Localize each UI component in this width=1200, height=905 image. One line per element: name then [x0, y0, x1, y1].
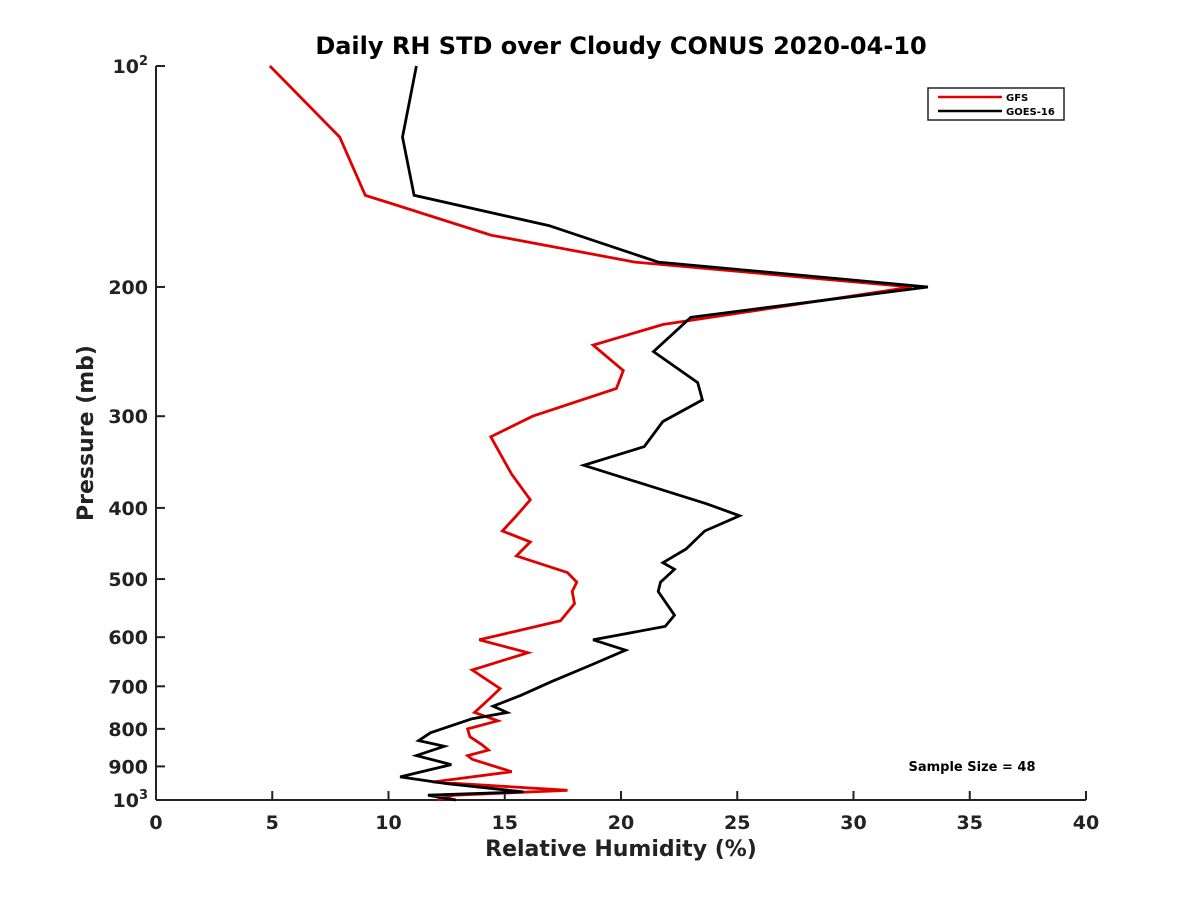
x-tick-label: 20 — [608, 812, 634, 834]
y-tick-label-base: 10 — [113, 790, 139, 812]
x-tick-label: 5 — [266, 812, 279, 834]
sample-size-annotation: Sample Size = 48 — [908, 760, 1035, 775]
y-tick-label: 900 — [108, 756, 148, 778]
y-tick-label: 700 — [108, 676, 148, 698]
y-tick-label-exponent: 2 — [139, 54, 148, 69]
legend-label-goes16: GOES-16 — [1006, 107, 1055, 118]
legend-label-gfs: GFS — [1006, 93, 1028, 104]
y-tick-label: 200 — [108, 277, 148, 299]
x-axis-label: Relative Humidity (%) — [485, 837, 757, 862]
x-tick-label: 10 — [375, 812, 401, 834]
x-tick-label: 15 — [492, 812, 518, 834]
x-ticks: 0 5 10 15 20 25 30 35 40 — [149, 791, 1099, 834]
y-axis-label: Pressure (mb) — [74, 345, 99, 521]
x-tick-label: 0 — [149, 812, 162, 834]
series-line-goes16 — [399, 65, 929, 802]
x-tick-label: 25 — [724, 812, 750, 834]
y-tick-label-base: 10 — [113, 56, 139, 78]
chart-title: Daily RH STD over Cloudy CONUS 2020-04-1… — [315, 32, 926, 60]
y-tick-label: 500 — [108, 569, 148, 591]
y-tick-label: 103 — [113, 788, 149, 812]
y-tick-label: 300 — [108, 406, 148, 428]
y-tick-label: 102 — [113, 54, 149, 78]
series-line-gfs — [268, 65, 912, 802]
y-tick-label: 800 — [108, 719, 148, 741]
y-tick-label: 400 — [108, 498, 148, 520]
legend: GFS GOES-16 — [927, 87, 1065, 121]
y-tick-label: 600 — [108, 627, 148, 649]
x-tick-label: 30 — [840, 812, 866, 834]
series-lines — [268, 65, 929, 802]
legend-box — [927, 87, 1065, 121]
x-tick-label: 40 — [1073, 812, 1099, 834]
y-tick-label-exponent: 3 — [139, 788, 148, 803]
x-tick-label: 35 — [957, 812, 983, 834]
